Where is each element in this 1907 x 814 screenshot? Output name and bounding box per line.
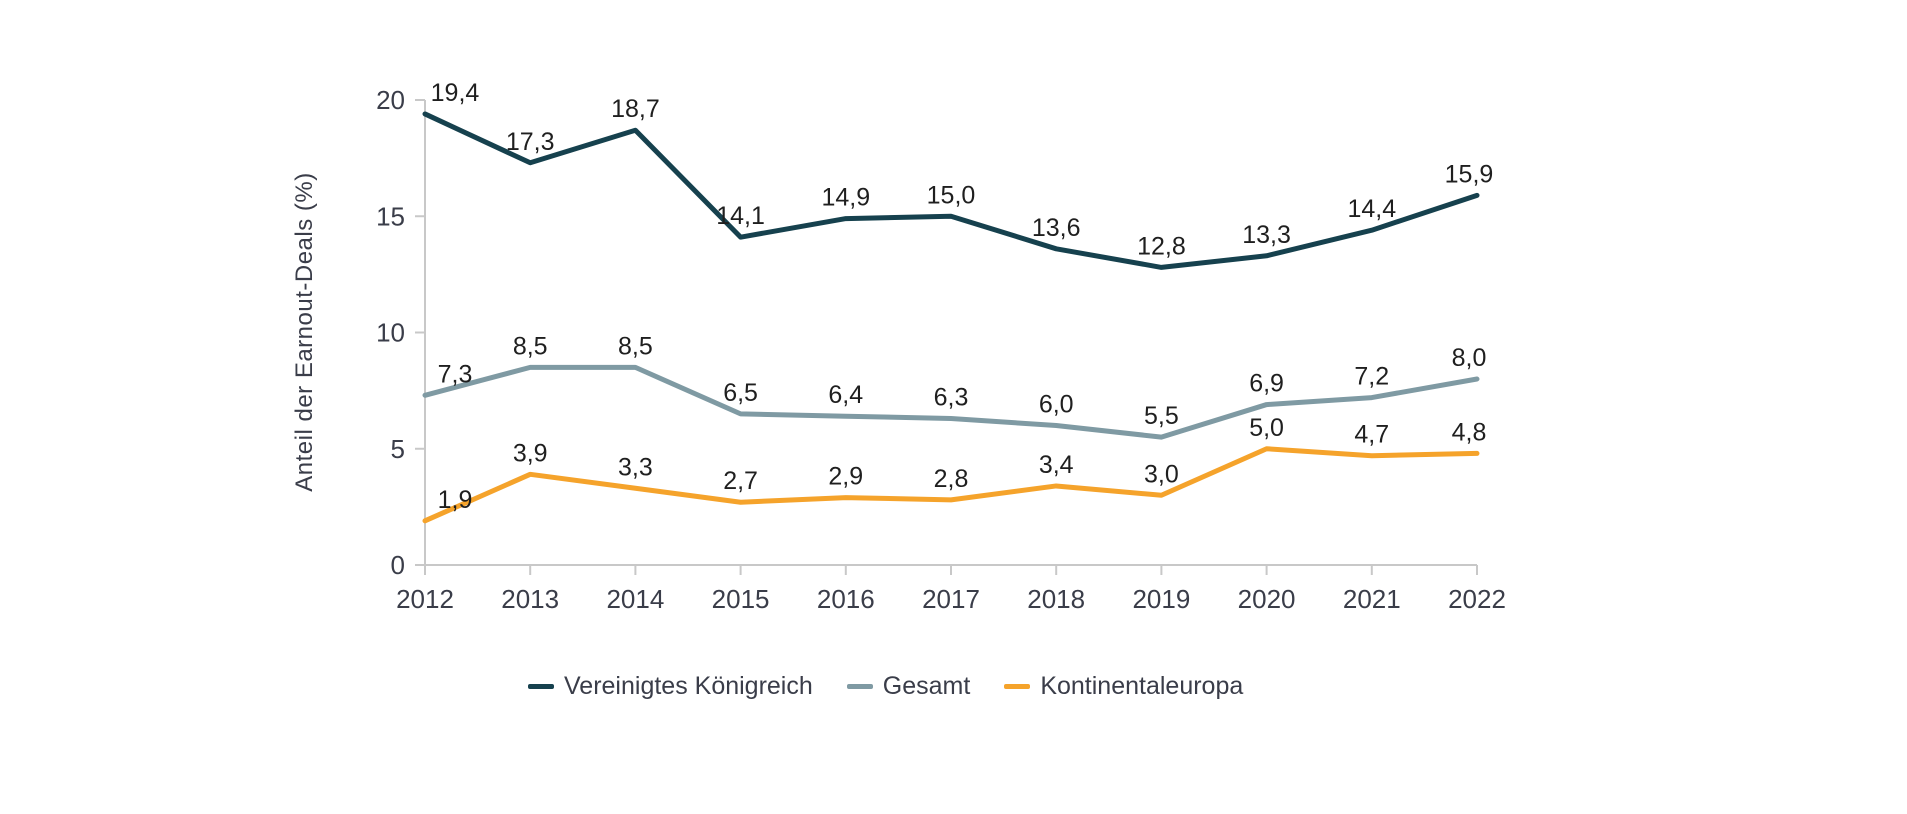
data-label: 6,9	[1249, 370, 1284, 398]
x-tick-label: 2013	[501, 584, 559, 614]
data-label: 3,0	[1144, 460, 1179, 488]
legend-item-kontinentaleuropa: Kontinentaleuropa	[1004, 672, 1243, 701]
legend-label-gesamt: Gesamt	[882, 672, 971, 700]
y-tick-label: 10	[376, 318, 405, 348]
data-label: 15,9	[1445, 160, 1494, 188]
data-label: 18,7	[611, 95, 660, 123]
data-label: 4,8	[1452, 418, 1487, 446]
x-tick-label: 2016	[817, 584, 875, 614]
data-label: 13,6	[1032, 214, 1081, 242]
data-label: 8,5	[618, 332, 653, 360]
x-tick-label: 2021	[1343, 584, 1401, 614]
x-tick-label: 2020	[1238, 584, 1296, 614]
x-tick-label: 2022	[1448, 584, 1506, 614]
y-tick-label: 5	[391, 434, 405, 464]
data-label: 13,3	[1242, 221, 1291, 249]
data-label: 14,1	[716, 202, 765, 230]
kontinentaleuropa-line-swatch	[1004, 684, 1031, 689]
vereinigtes-koenigreich-line-swatch	[528, 684, 554, 689]
gesamt-line-swatch	[846, 684, 873, 689]
data-label: 6,3	[934, 384, 969, 412]
data-label: 15,0	[927, 181, 976, 209]
legend: Vereinigtes Königreich Gesamt Kontinenta…	[528, 672, 1243, 701]
data-label: 6,5	[723, 379, 758, 407]
data-label: 7,3	[438, 360, 473, 388]
y-tick-label: 0	[391, 550, 405, 580]
data-label: 6,4	[828, 381, 863, 409]
data-label: 6,0	[1039, 391, 1074, 419]
data-label: 2,7	[723, 467, 758, 495]
data-label: 4,7	[1354, 421, 1389, 449]
series-line-kontinentaleuropa	[422, 446, 1480, 524]
data-label: 2,9	[828, 463, 863, 491]
data-label: 5,5	[1144, 402, 1179, 430]
series-line-gesamt	[422, 364, 1480, 440]
data-label: 2,8	[934, 465, 969, 493]
x-tick-label: 2018	[1027, 584, 1085, 614]
legend-item-vereinigtes-koenigreich: Vereinigtes Königreich	[528, 672, 813, 701]
data-label: 19,4	[431, 79, 480, 107]
data-label: 1,9	[438, 486, 473, 514]
data-label: 12,8	[1137, 232, 1186, 260]
data-label: 3,9	[513, 439, 548, 467]
x-tick-label: 2014	[606, 584, 664, 614]
y-tick-label: 15	[376, 201, 405, 231]
legend-label-kontinentaleuropa: Kontinentaleuropa	[1040, 672, 1244, 700]
y-tick-label: 20	[376, 85, 405, 115]
data-label: 3,4	[1039, 451, 1074, 479]
data-label: 17,3	[506, 128, 555, 156]
data-label: 5,0	[1249, 414, 1284, 442]
data-label: 14,9	[821, 184, 870, 212]
data-label: 8,0	[1452, 344, 1487, 372]
legend-label-vereinigtes-koenigreich: Vereinigtes Königreich	[564, 672, 813, 700]
data-label: 8,5	[513, 332, 548, 360]
legend-item-gesamt: Gesamt	[846, 672, 971, 701]
data-label: 3,3	[618, 453, 653, 481]
x-tick-label: 2019	[1132, 584, 1190, 614]
x-tick-label: 2015	[712, 584, 770, 614]
data-label: 14,4	[1347, 195, 1396, 223]
data-label: 7,2	[1354, 363, 1389, 391]
x-tick-label: 2012	[396, 584, 454, 614]
series-line-vereinigtes-k-nigreich	[422, 111, 1480, 270]
x-tick-label: 2017	[922, 584, 980, 614]
